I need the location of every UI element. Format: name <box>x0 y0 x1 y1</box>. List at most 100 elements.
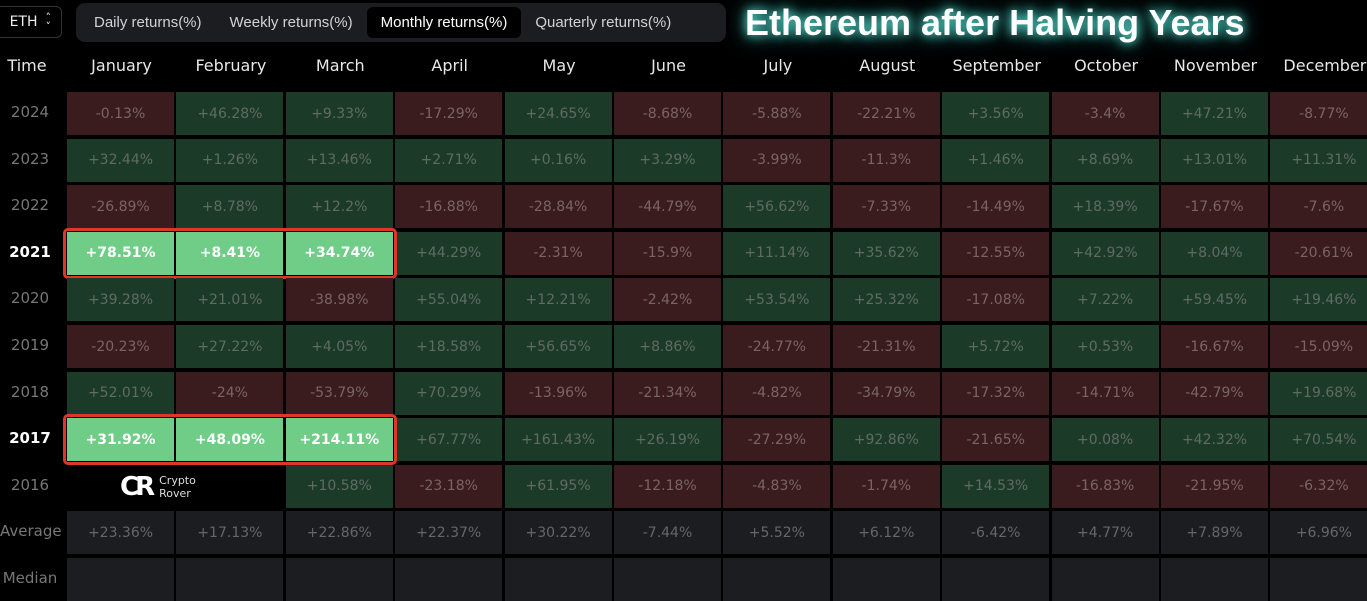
return-cell[interactable]: -6.32% <box>1270 464 1367 508</box>
return-cell[interactable]: +92.86% <box>832 418 940 462</box>
return-cell[interactable]: +70.54% <box>1270 418 1367 462</box>
return-cell[interactable]: +61.95% <box>504 464 612 508</box>
return-cell[interactable]: -17.29% <box>395 92 503 135</box>
return-cell[interactable] <box>1270 558 1367 601</box>
return-cell[interactable]: +14.53% <box>942 464 1050 508</box>
return-cell[interactable]: +30.22% <box>504 511 612 555</box>
return-cell[interactable]: +25.32% <box>832 278 940 322</box>
return-cell[interactable]: -8.77% <box>1270 92 1367 135</box>
return-cell[interactable]: +48.09% <box>176 418 284 462</box>
return-cell[interactable]: -17.67% <box>1161 185 1268 229</box>
return-cell[interactable]: -21.34% <box>614 371 721 415</box>
return-cell[interactable]: +3.29% <box>614 138 721 182</box>
return-cell[interactable]: -2.31% <box>504 231 612 275</box>
return-cell[interactable]: +4.77% <box>1051 511 1159 555</box>
return-cell[interactable]: +56.62% <box>723 185 831 229</box>
month-header-february[interactable]: February <box>195 56 267 75</box>
return-cell[interactable]: -44.79% <box>614 185 721 229</box>
return-cell[interactable]: +32.44% <box>67 138 174 182</box>
return-cell[interactable]: +59.45% <box>1161 278 1268 322</box>
month-header-march[interactable]: March <box>315 56 365 75</box>
month-header-november[interactable]: November <box>1173 56 1258 75</box>
tab-daily-returns[interactable]: Daily returns(%) <box>94 14 202 31</box>
return-cell[interactable]: -14.71% <box>1051 371 1159 415</box>
return-cell[interactable]: -5.88% <box>723 92 831 135</box>
return-cell[interactable]: +22.86% <box>285 511 393 555</box>
return-cell[interactable] <box>67 558 174 601</box>
return-cell[interactable]: +52.01% <box>67 371 174 415</box>
month-header-january[interactable]: January <box>91 56 152 75</box>
return-cell[interactable]: -15.9% <box>614 231 721 275</box>
return-cell[interactable] <box>1051 558 1159 601</box>
return-cell[interactable] <box>504 558 612 601</box>
return-cell[interactable]: +21.01% <box>176 278 284 322</box>
return-cell[interactable]: +0.08% <box>1051 418 1159 462</box>
return-cell[interactable]: +19.68% <box>1270 371 1367 415</box>
tab-weekly-returns[interactable]: Weekly returns(%) <box>229 14 353 31</box>
tab-monthly-returns[interactable]: Monthly returns(%) <box>366 7 522 38</box>
return-cell[interactable]: +9.33% <box>285 92 393 135</box>
return-cell[interactable]: +161.43% <box>504 418 612 462</box>
return-cell[interactable]: -53.79% <box>285 371 393 415</box>
return-cell[interactable]: +12.21% <box>504 278 612 322</box>
return-cell[interactable]: +12.2% <box>285 185 393 229</box>
return-cell[interactable]: -13.96% <box>504 371 612 415</box>
return-cell[interactable]: -16.67% <box>1161 325 1268 368</box>
return-cell[interactable] <box>614 558 721 601</box>
return-cell[interactable]: -22.21% <box>832 92 940 135</box>
return-cell[interactable]: -21.65% <box>942 418 1050 462</box>
return-cell[interactable]: +18.58% <box>395 325 503 368</box>
return-cell[interactable]: +11.31% <box>1270 138 1367 182</box>
return-cell[interactable]: -24% <box>176 371 284 415</box>
asset-selector[interactable]: ETH ˄ ˅ <box>0 6 62 38</box>
return-cell[interactable]: -14.49% <box>942 185 1050 229</box>
return-cell[interactable] <box>395 558 503 601</box>
return-cell[interactable]: +4.05% <box>285 325 393 368</box>
return-cell[interactable]: +10.58% <box>285 464 393 508</box>
return-cell[interactable]: -42.79% <box>1161 371 1268 415</box>
return-cell[interactable]: -20.61% <box>1270 231 1367 275</box>
month-header-may[interactable]: May <box>542 56 576 75</box>
return-cell[interactable] <box>1161 558 1268 601</box>
return-cell[interactable]: -28.84% <box>504 185 612 229</box>
return-cell[interactable]: -21.95% <box>1161 464 1268 508</box>
return-cell[interactable]: +53.54% <box>723 278 831 322</box>
return-cell[interactable]: +6.12% <box>832 511 940 555</box>
return-cell[interactable] <box>723 558 831 601</box>
return-cell[interactable]: +46.28% <box>176 92 284 135</box>
return-cell[interactable]: +42.92% <box>1051 231 1159 275</box>
return-cell[interactable]: +7.89% <box>1161 511 1268 555</box>
return-cell[interactable]: +78.51% <box>67 231 174 275</box>
return-cell[interactable]: +70.29% <box>395 371 503 415</box>
month-header-july[interactable]: July <box>763 56 793 75</box>
return-cell[interactable]: -7.44% <box>614 511 721 555</box>
return-cell[interactable] <box>285 558 393 601</box>
return-cell[interactable]: -16.83% <box>1051 464 1159 508</box>
return-cell[interactable]: +8.86% <box>614 325 721 368</box>
return-cell[interactable]: +1.26% <box>176 138 284 182</box>
return-cell[interactable]: -21.31% <box>832 325 940 368</box>
return-cell[interactable]: -23.18% <box>395 464 503 508</box>
return-cell[interactable]: -3.4% <box>1051 92 1159 135</box>
return-cell[interactable]: +47.21% <box>1161 92 1268 135</box>
return-cell[interactable]: -15.09% <box>1270 325 1367 368</box>
return-cell[interactable]: -11.3% <box>832 138 940 182</box>
return-cell[interactable]: -7.6% <box>1270 185 1367 229</box>
return-cell[interactable]: +26.19% <box>614 418 721 462</box>
return-cell[interactable]: +214.11% <box>285 418 393 462</box>
return-cell[interactable]: +67.77% <box>395 418 503 462</box>
return-cell[interactable]: +6.96% <box>1270 511 1367 555</box>
return-cell[interactable]: +13.46% <box>285 138 393 182</box>
return-cell[interactable]: +17.13% <box>176 511 284 555</box>
month-header-september[interactable]: September <box>952 56 1041 75</box>
return-cell[interactable]: -17.32% <box>942 371 1050 415</box>
return-cell[interactable] <box>942 558 1050 601</box>
return-cell[interactable]: +18.39% <box>1051 185 1159 229</box>
return-cell[interactable]: +27.22% <box>176 325 284 368</box>
return-cell[interactable]: -7.33% <box>832 185 940 229</box>
month-header-april[interactable]: April <box>431 56 468 75</box>
return-cell[interactable]: -16.88% <box>395 185 503 229</box>
return-cell[interactable]: +34.74% <box>285 231 393 275</box>
return-cell[interactable]: +13.01% <box>1161 138 1268 182</box>
return-cell[interactable]: -4.82% <box>723 371 831 415</box>
